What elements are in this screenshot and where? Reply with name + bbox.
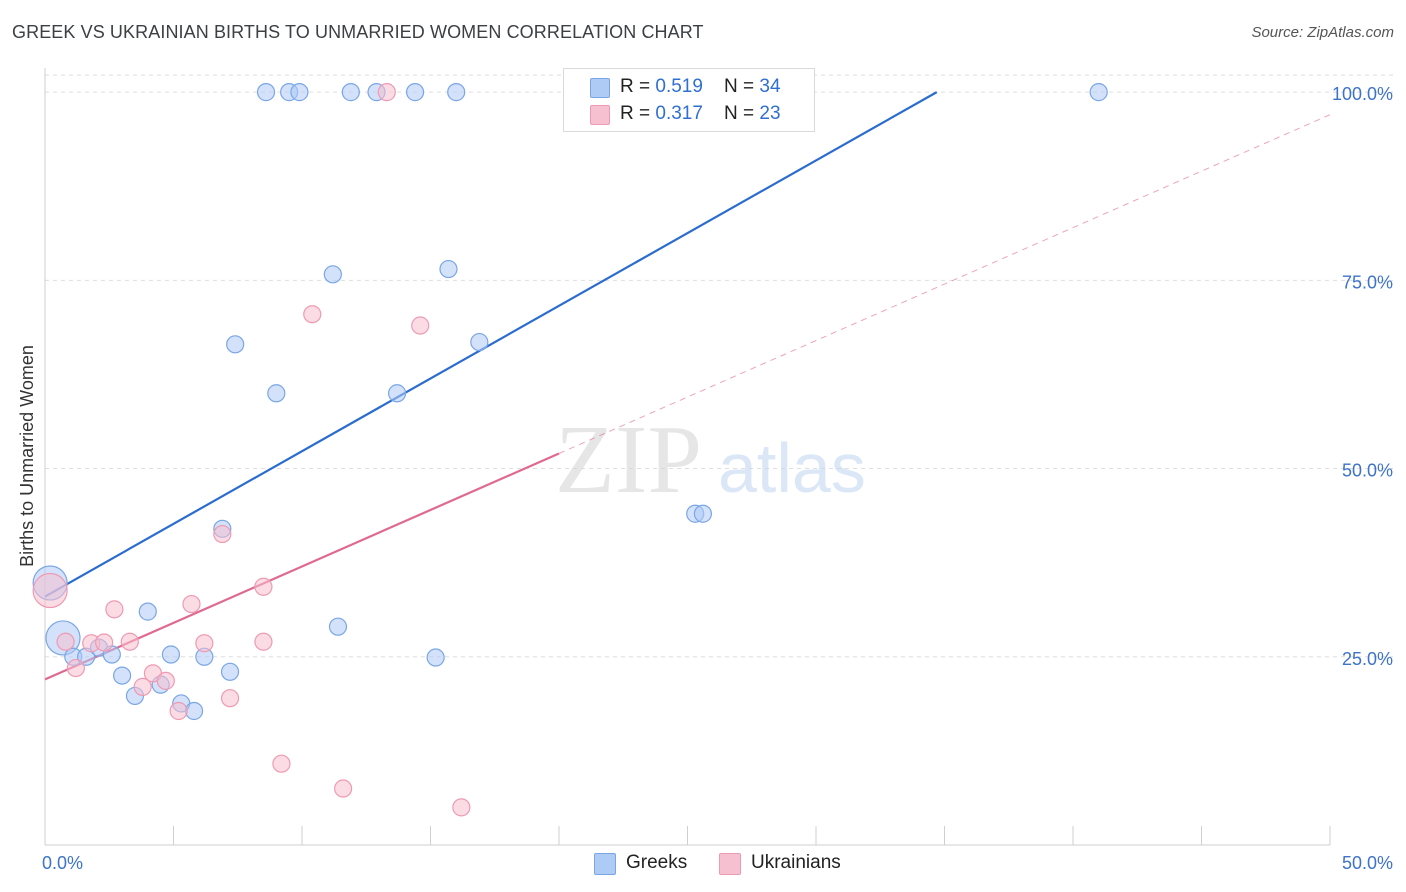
ukrainians-point-0 (32, 572, 68, 609)
greeks-point-30 (470, 332, 489, 352)
ukrainians-point-13 (213, 524, 232, 544)
gridlines (45, 74, 1393, 658)
ukrainians-point-19 (334, 779, 353, 798)
greeks-r-label: R = (620, 76, 656, 97)
x-tick-label-max: 50.0% (1342, 853, 1393, 873)
ukrainians-point-17 (272, 754, 291, 773)
ukrainians-point-22 (452, 798, 471, 817)
ukrainians-point-1 (56, 632, 75, 651)
greeks-legend-label: Greeks (626, 852, 688, 873)
y-tick-label-100: 100.0% (1332, 84, 1393, 104)
ukrainians-r-label: R = (620, 103, 656, 124)
watermark-zip: ZIP (555, 406, 702, 514)
greeks-point-26 (405, 83, 425, 102)
chart-title: GREEK VS UKRAINIAN BIRTHS TO UNMARRIED W… (12, 22, 704, 42)
greeks-point-6 (112, 666, 132, 685)
greeks-point-27 (426, 648, 445, 667)
axes (44, 68, 1331, 846)
greeks-point-10 (161, 645, 181, 664)
greeks-point-28 (439, 259, 458, 279)
greeks-point-12 (184, 701, 204, 721)
ukrainians-point-10 (169, 701, 188, 721)
tick-labels: 25.0% 50.0% 75.0% 100.0% 0.0% 50.0% (42, 84, 1393, 873)
source-credit: Source: ZipAtlas.com (1251, 24, 1394, 41)
ukrainians-point-20 (377, 83, 396, 102)
greeks-point-20 (290, 83, 309, 102)
ukrainians-r-value: 0.317 (655, 103, 703, 124)
greeks-n-value: 34 (759, 76, 781, 97)
ukrainians-point-5 (105, 600, 124, 619)
ukrainians-legend-label: Ukrainians (751, 852, 841, 873)
ukrainians-point-6 (120, 632, 139, 651)
ukrainians-point-7 (133, 677, 152, 696)
greeks-point-25 (387, 384, 407, 403)
greeks-point-22 (328, 617, 348, 636)
ukrainians-n-label: N = (724, 103, 760, 124)
ukrainians-n-value: 23 (759, 103, 781, 124)
ukrainians-point-21 (411, 316, 430, 335)
greeks-point-8 (138, 602, 157, 621)
greeks-point-21 (323, 265, 342, 284)
watermark: ZIP atlas (555, 406, 866, 514)
ukrainians-point-15 (254, 577, 273, 596)
greeks-point-16 (226, 335, 245, 354)
greeks-point-15 (220, 662, 240, 681)
greeks-n-label: N = (724, 76, 760, 97)
ukrainians-swatch (590, 105, 610, 125)
greeks-point-33 (1089, 83, 1108, 102)
stats-legend: R = 0.519 N = 34 R = 0.317 N = 23 (563, 68, 815, 132)
ukrainians-point-16 (254, 632, 273, 651)
greeks-r-value: 0.519 (655, 76, 703, 97)
ukrainians-legend-swatch (719, 853, 741, 875)
ukrainians-point-14 (220, 689, 240, 708)
greeks-point-17 (256, 83, 276, 102)
ukrainians-point-18 (303, 305, 322, 324)
ukrainians-trend-extension (558, 114, 1331, 454)
greeks-trend-line (44, 91, 938, 598)
y-tick-label-75: 75.0% (1342, 272, 1393, 292)
y-tick-label-50: 50.0% (1342, 461, 1393, 481)
ukrainians-point-2 (66, 658, 85, 678)
greeks-swatch (590, 78, 610, 98)
trend-lines (44, 91, 1331, 681)
x-tick-label-min: 0.0% (42, 853, 83, 873)
ukrainians-point-12 (195, 634, 214, 653)
y-tick-label-25: 25.0% (1342, 649, 1393, 669)
greeks-point-18 (267, 384, 286, 403)
greeks-legend-swatch (594, 853, 616, 875)
ukrainians-point-9 (156, 671, 175, 690)
y-axis-label: Births to Unmarried Women (17, 345, 37, 567)
ukrainians-point-11 (182, 594, 201, 614)
ukrainians-point-4 (95, 633, 114, 652)
data-points (32, 83, 1108, 817)
greeks-point-29 (447, 83, 466, 102)
greeks-point-32 (693, 504, 713, 523)
watermark-atlas: atlas (718, 429, 866, 507)
greeks-point-23 (341, 83, 360, 102)
